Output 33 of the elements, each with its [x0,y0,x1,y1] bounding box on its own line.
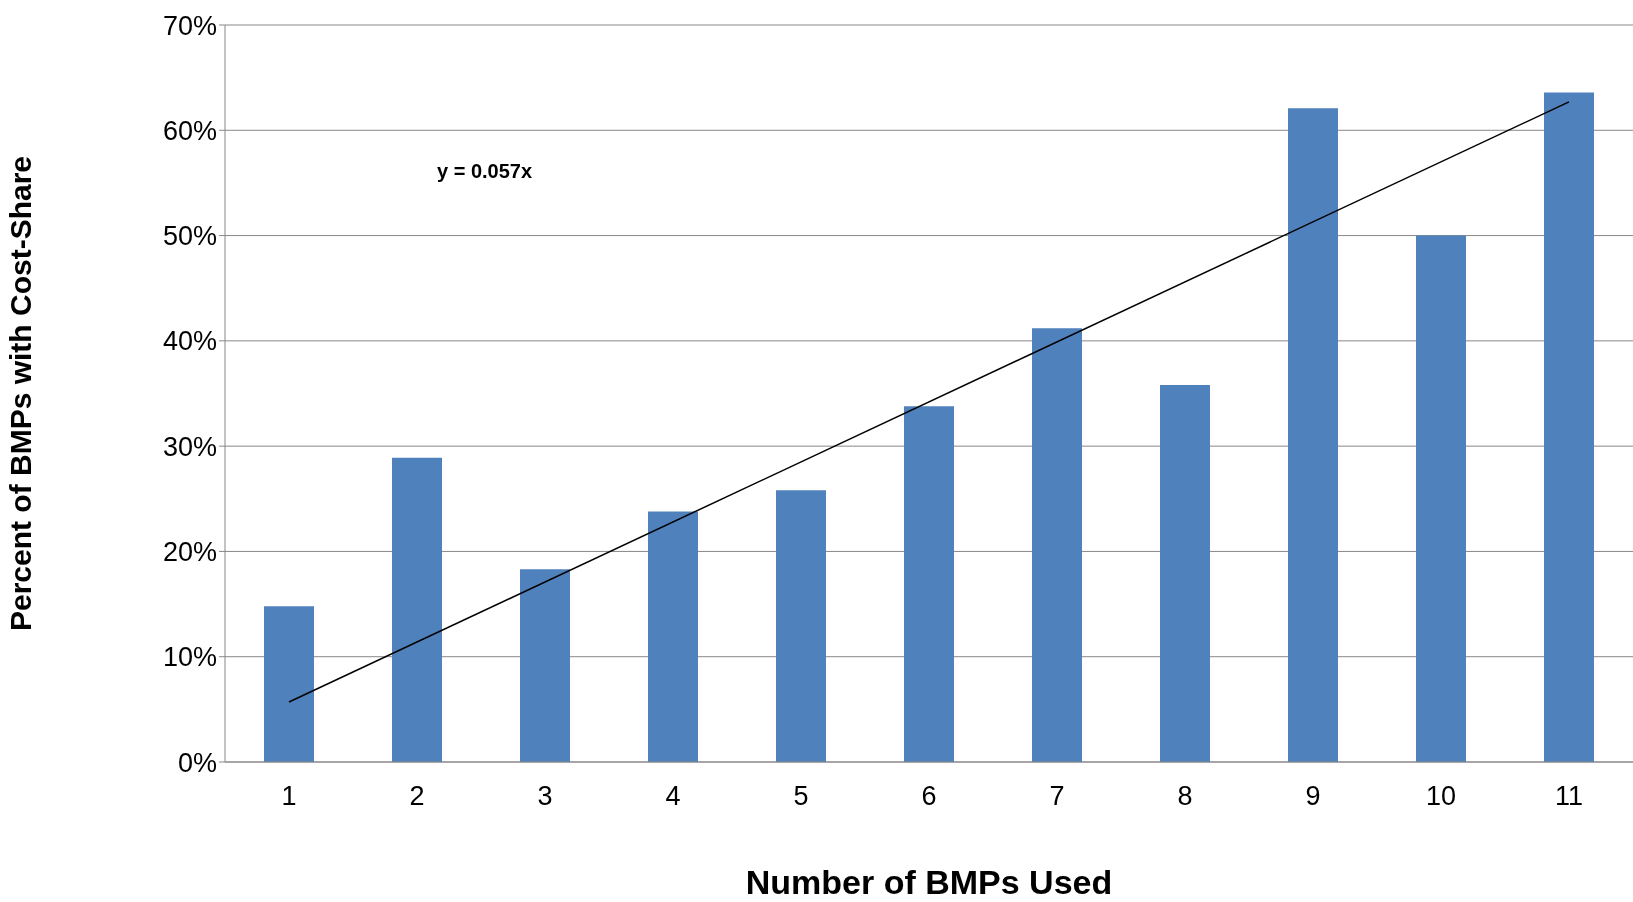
y-tick-label: 70% [162,10,217,41]
x-tick-label: 4 [665,781,681,812]
bar [1032,328,1082,762]
x-tick-label: 5 [793,781,809,812]
bar [1544,92,1594,762]
annotation: y = 0.057x [437,160,533,183]
y-tick-label: 60% [162,115,217,146]
bar [776,490,826,762]
bar [1288,108,1338,762]
y-tick-label: 0% [177,747,217,778]
y-tick-label: 40% [162,326,217,357]
y-tick-label: 30% [162,431,217,462]
bar [648,511,698,762]
x-tick-label: 6 [921,781,937,812]
y-axis-title: Percent of BMPs with Cost-Share [3,155,37,632]
bar [392,457,442,762]
y-tick-label: 20% [162,537,217,568]
bar [1160,385,1210,762]
x-tick-label: 11 [1554,781,1584,812]
bar [264,606,314,762]
bar [1416,235,1466,762]
x-tick-label: 2 [409,781,425,812]
x-tick-label: 7 [1049,781,1065,812]
x-tick-label: 8 [1177,781,1193,812]
x-axis-title: Number of BMPs Used [745,863,1113,901]
x-tick-label: 1 [281,781,297,812]
x-tick-label: 9 [1305,781,1321,812]
y-tick-label: 10% [162,642,217,673]
x-tick-label: 3 [537,781,553,812]
y-tick-label: 50% [162,221,217,252]
bar [520,569,570,762]
bar [904,406,954,762]
x-tick-label: 10 [1425,781,1457,812]
